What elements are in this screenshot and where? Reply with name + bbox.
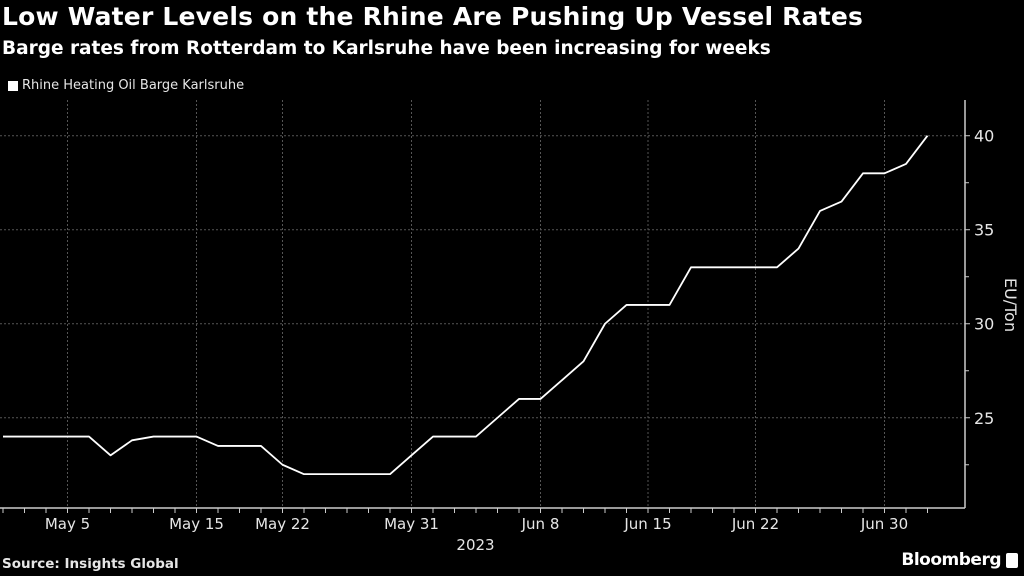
x-tick-label: May 15 <box>169 515 224 533</box>
chart-subtitle: Barge rates from Rotterdam to Karlsruhe … <box>2 38 771 59</box>
y-tick-label: 25 <box>974 409 994 428</box>
y-axis-label: EU/Ton <box>1001 278 1020 332</box>
x-tick-label: Jun 30 <box>860 515 908 533</box>
y-tick-label: 35 <box>974 221 994 240</box>
x-tick-label: May 31 <box>384 515 439 533</box>
x-axis-label: 2023 <box>456 536 494 554</box>
bloomberg-logo: Bloomberg <box>901 550 1018 570</box>
x-tick-label: Jun 15 <box>623 515 671 533</box>
legend: Rhine Heating Oil Barge Karlsruhe <box>8 78 244 93</box>
source-note: Source: Insights Global <box>2 556 179 572</box>
x-tick-label: May 22 <box>255 515 310 533</box>
series-line <box>3 135 929 476</box>
y-tick-label: 40 <box>974 127 994 146</box>
chart-title: Low Water Levels on the Rhine Are Pushin… <box>2 2 864 31</box>
legend-label: Rhine Heating Oil Barge Karlsruhe <box>22 78 245 93</box>
x-tick-label: Jun 22 <box>731 515 779 533</box>
x-tick-label: May 5 <box>45 515 90 533</box>
x-tick-label: Jun 8 <box>521 515 560 533</box>
legend-swatch <box>8 80 18 91</box>
bloomberg-terminal-icon <box>1006 552 1018 568</box>
brand-name: Bloomberg <box>901 550 1001 570</box>
y-tick-label: 30 <box>974 315 994 334</box>
